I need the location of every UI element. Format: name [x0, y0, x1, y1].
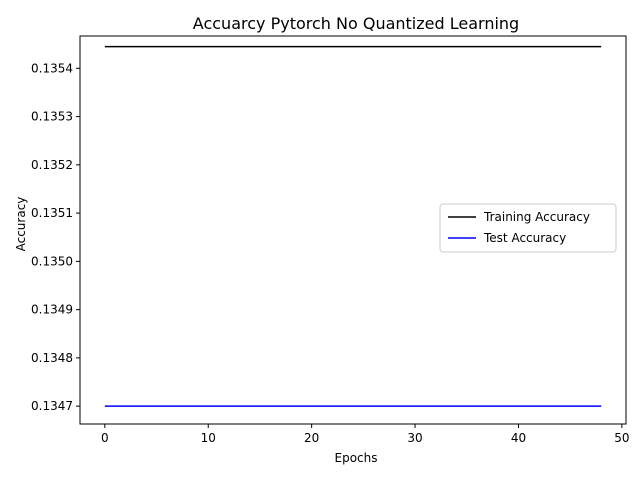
y-tick-label: 0.1353: [31, 110, 73, 124]
y-tick-label: 0.1350: [31, 254, 73, 268]
legend: Training Accuracy Test Accuracy: [439, 203, 617, 253]
plot-frame: [79, 35, 627, 425]
x-tick-label: 0: [101, 431, 109, 445]
y-tick-label: 0.1348: [31, 351, 73, 365]
y-tick-label: 0.1354: [31, 61, 73, 75]
x-tick-label: 20: [304, 431, 319, 445]
y-tick-label: 0.1351: [31, 206, 73, 220]
y-tick-label: 0.1352: [31, 158, 73, 172]
x-tick-label: 40: [511, 431, 526, 445]
x-tick-label: 30: [407, 431, 422, 445]
ticks-layer: 0 10 20 30 40 50 0.1347 0.1348 0.1349 0.1350 0.135…: [31, 61, 630, 445]
x-tick-label: 10: [201, 431, 216, 445]
series-layer: [104, 45, 602, 407]
y-axis-label: Accuracy: [14, 197, 28, 252]
legend-label-0: Training Accuracy: [483, 210, 590, 224]
x-axis-label: Epochs: [335, 451, 378, 465]
y-tick-label: 0.1349: [31, 303, 73, 317]
legend-box: [439, 203, 617, 253]
legend-label-1: Test Accuracy: [483, 231, 566, 245]
y-tick-label: 0.1347: [31, 399, 73, 413]
chart-title: Accuarcy Pytorch No Quantized Learning: [193, 14, 519, 33]
x-tick-label: 50: [614, 431, 629, 445]
